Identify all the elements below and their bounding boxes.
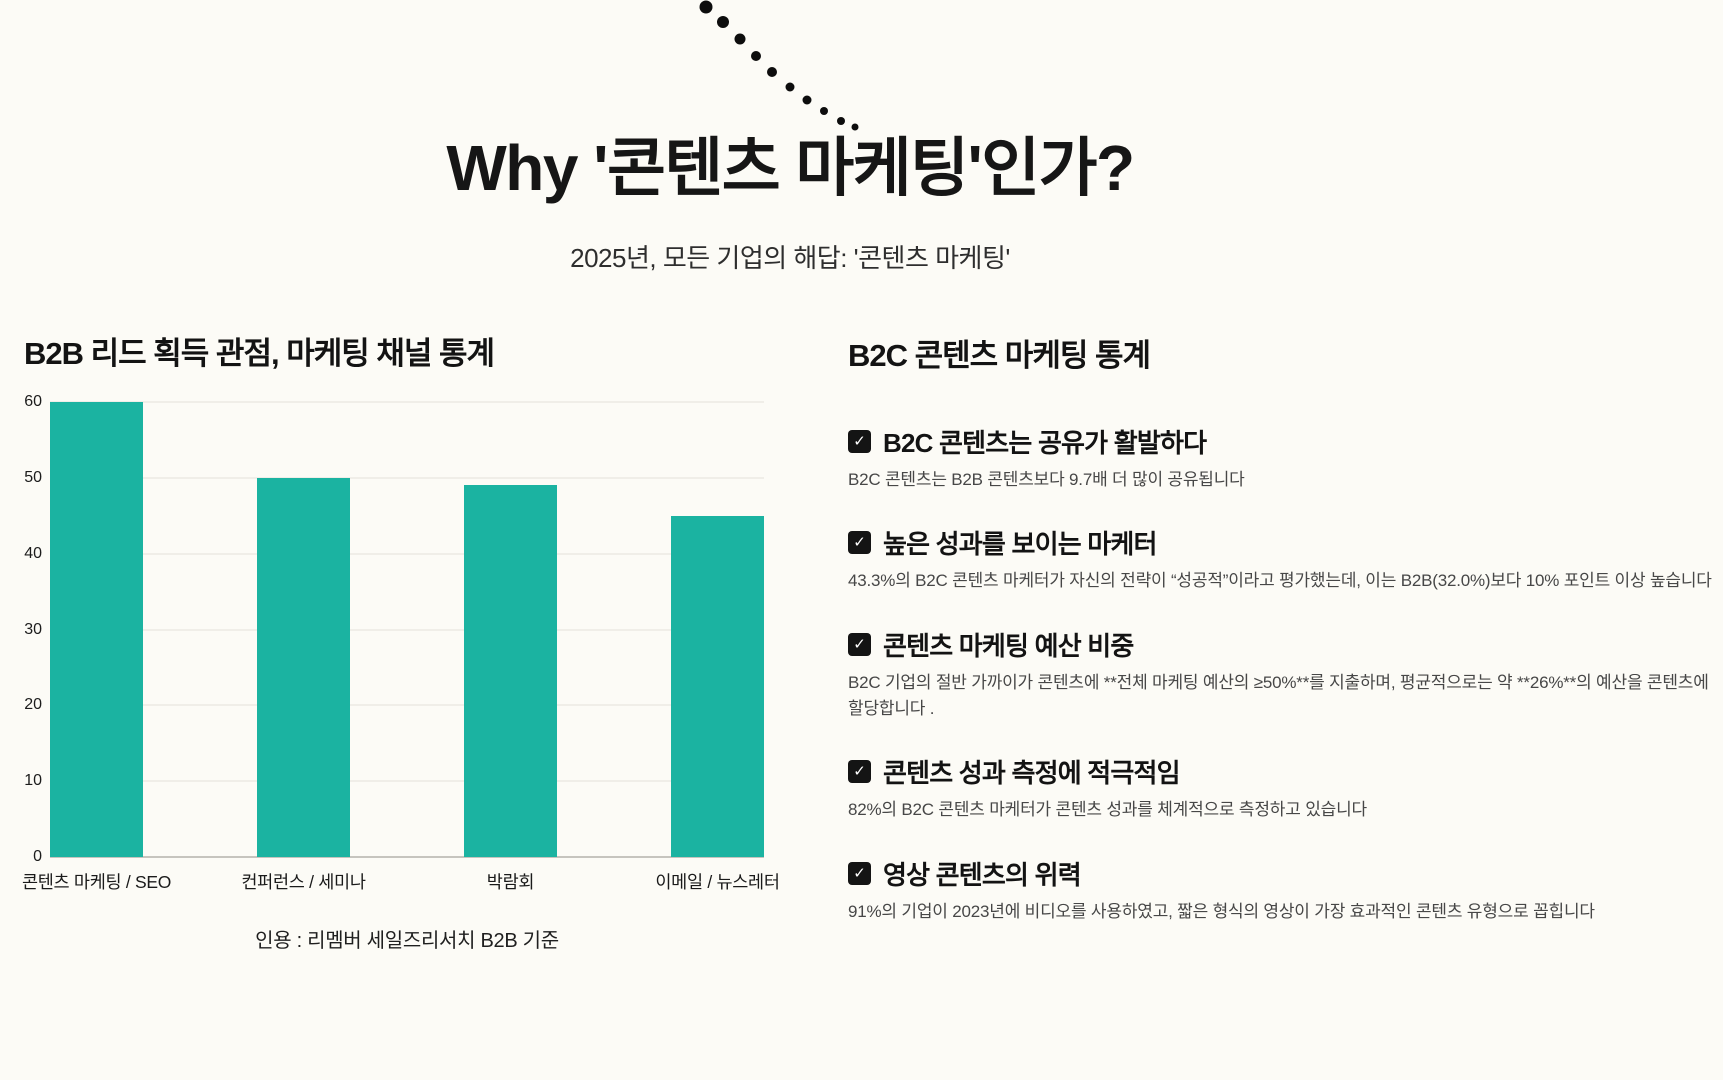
x-axis-label-wrap: 콘텐츠 마케팅 / SEO xyxy=(22,869,171,894)
stat-heading: 콘텐츠 마케팅 예산 비중 xyxy=(883,630,1134,661)
y-axis-tick-label: 30 xyxy=(24,620,42,638)
chart-bar xyxy=(50,402,143,857)
stats-section-title: B2C 콘텐츠 마케팅 통계 xyxy=(848,338,1151,373)
check-icon: ✓ xyxy=(848,430,871,453)
stat-body: 82%의 B2C 콘텐츠 마케터가 콘텐츠 성과를 체계적으로 측정하고 있습니… xyxy=(848,800,1367,820)
chart-baseline xyxy=(50,856,764,858)
chart-inner: 0 10 20 30 40 50 60 콘텐츠 마케팅 / SEO 컨퍼런스 / 세미나 박람회… xyxy=(22,394,780,953)
stat-item-budget-share: ✓ 콘텐츠 마케팅 예산 비중 B2C 기업의 절반 가까이가 콘텐츠에 **전… xyxy=(848,626,1716,723)
bar-column xyxy=(671,402,764,857)
stat-item-measurement: ✓ 콘텐츠 성과 측정에 적극적임 82%의 B2C 콘텐츠 마케터가 콘텐츠 … xyxy=(848,753,1716,823)
y-axis-tick-label: 20 xyxy=(24,696,42,714)
chart-gridline xyxy=(50,553,764,555)
check-icon: ✓ xyxy=(848,760,871,784)
bar-column xyxy=(464,402,557,857)
x-axis-label: 이메일 / 뉴스레터 xyxy=(655,872,780,892)
check-icon: ✓ xyxy=(848,861,871,885)
y-axis-tick-label: 0 xyxy=(33,848,42,865)
stat-item-marketer-performance: ✓ 높은 성과를 보이는 마케터 43.3%의 B2C 콘텐츠 마케터가 자신의… xyxy=(848,524,1716,594)
dotted-line-decoration xyxy=(699,0,859,131)
chart-bar xyxy=(257,477,350,857)
stat-body: B2C 기업의 절반 가까이가 콘텐츠에 **전체 마케팅 예산의 ≥50%**… xyxy=(848,672,1709,719)
stat-head: ✓ 영상 콘텐츠의 위력 xyxy=(848,855,1716,892)
stats-section: B2C 콘텐츠 마케팅 통계 ✓ B2C 콘텐츠는 공유가 활발하다 B2C 콘… xyxy=(848,330,1716,956)
y-axis-tick-label: 50 xyxy=(24,468,42,486)
page-subtitle: 2025년, 모든 기업의 해답: '콘텐츠 마케팅' xyxy=(570,242,1010,273)
stat-head: ✓ 콘텐츠 성과 측정에 적극적임 xyxy=(848,753,1716,790)
stat-body: 91%의 기업이 2023년에 비디오를 사용하였고, 짧은 형식의 영상이 가… xyxy=(848,901,1595,921)
x-axis-label-wrap: 박람회 xyxy=(464,869,557,894)
chart-source-caption: 인용 : 리멤버 세일즈리서치 B2B 기준 xyxy=(255,930,559,952)
chart-xlabels: 콘텐츠 마케팅 / SEO 컨퍼런스 / 세미나 박람회 이메일 / 뉴스레터 xyxy=(22,869,780,894)
stat-body: B2C 콘텐츠는 B2B 콘텐츠보다 9.7배 더 많이 공유됩니다 xyxy=(848,470,1245,489)
bar-chart: 0 10 20 30 40 50 60 콘텐츠 마케팅 / SEO 컨퍼런스 / 세미나 박람회… xyxy=(12,394,780,953)
chart-plot: 0 10 20 30 40 50 60 xyxy=(24,394,764,865)
stat-item-sharing: ✓ B2C 콘텐츠는 공유가 활발하다 B2C 콘텐츠는 B2B 콘텐츠보다 9… xyxy=(848,423,1716,493)
x-axis-label-wrap: 이메일 / 뉴스레터 xyxy=(655,869,780,894)
chart-bars xyxy=(50,402,764,857)
chart-gridline xyxy=(50,401,764,403)
page-title: Why '콘텐츠 마케팅'인가? xyxy=(446,132,1135,204)
stat-body: 43.3%의 B2C 콘텐츠 마케터가 자신의 전략이 “성공적”이라고 평가했… xyxy=(848,571,1712,591)
y-axis-tick-label: 60 xyxy=(24,393,42,410)
stat-head: ✓ 높은 성과를 보이는 마케터 xyxy=(848,524,1716,561)
y-axis-tick-label: 40 xyxy=(24,544,42,562)
stat-head: ✓ 콘텐츠 마케팅 예산 비중 xyxy=(848,626,1716,663)
x-axis-label: 컨퍼런스 / 세미나 xyxy=(241,872,366,892)
chart-gridline xyxy=(50,477,764,479)
check-icon: ✓ xyxy=(848,531,871,555)
bar-column xyxy=(257,402,350,857)
stat-head: ✓ B2C 콘텐츠는 공유가 활발하다 xyxy=(848,423,1716,460)
stat-item-video-power: ✓ 영상 콘텐츠의 위력 91%의 기업이 2023년에 비디오를 사용하였고,… xyxy=(848,855,1716,925)
stat-heading: 높은 성과를 보이는 마케터 xyxy=(883,529,1157,560)
chart-section-title: B2B 리드 획득 관점, 마케팅 채널 통계 xyxy=(24,336,495,371)
chart-bar xyxy=(671,515,764,857)
x-axis-label: 콘텐츠 마케팅 / SEO xyxy=(21,872,172,892)
header: Why '콘텐츠 마케팅'인가? 2025년, 모든 기업의 해답: '콘텐츠 … xyxy=(446,132,1135,275)
x-axis-label-wrap: 컨퍼런스 / 세미나 xyxy=(241,869,366,894)
chart-gridline xyxy=(50,629,764,630)
y-axis-tick-label: 10 xyxy=(24,772,42,790)
chart-gridline xyxy=(50,780,764,782)
stat-heading: 영상 콘텐츠의 위력 xyxy=(883,859,1082,890)
chart-bar xyxy=(464,485,557,857)
stat-heading: B2C 콘텐츠는 공유가 활발하다 xyxy=(883,428,1207,458)
bar-column xyxy=(50,402,143,857)
stat-heading: 콘텐츠 성과 측정에 적극적임 xyxy=(883,758,1181,789)
check-icon: ✓ xyxy=(848,632,871,656)
x-axis-label: 박람회 xyxy=(486,872,535,892)
chart-gridline xyxy=(50,704,764,706)
